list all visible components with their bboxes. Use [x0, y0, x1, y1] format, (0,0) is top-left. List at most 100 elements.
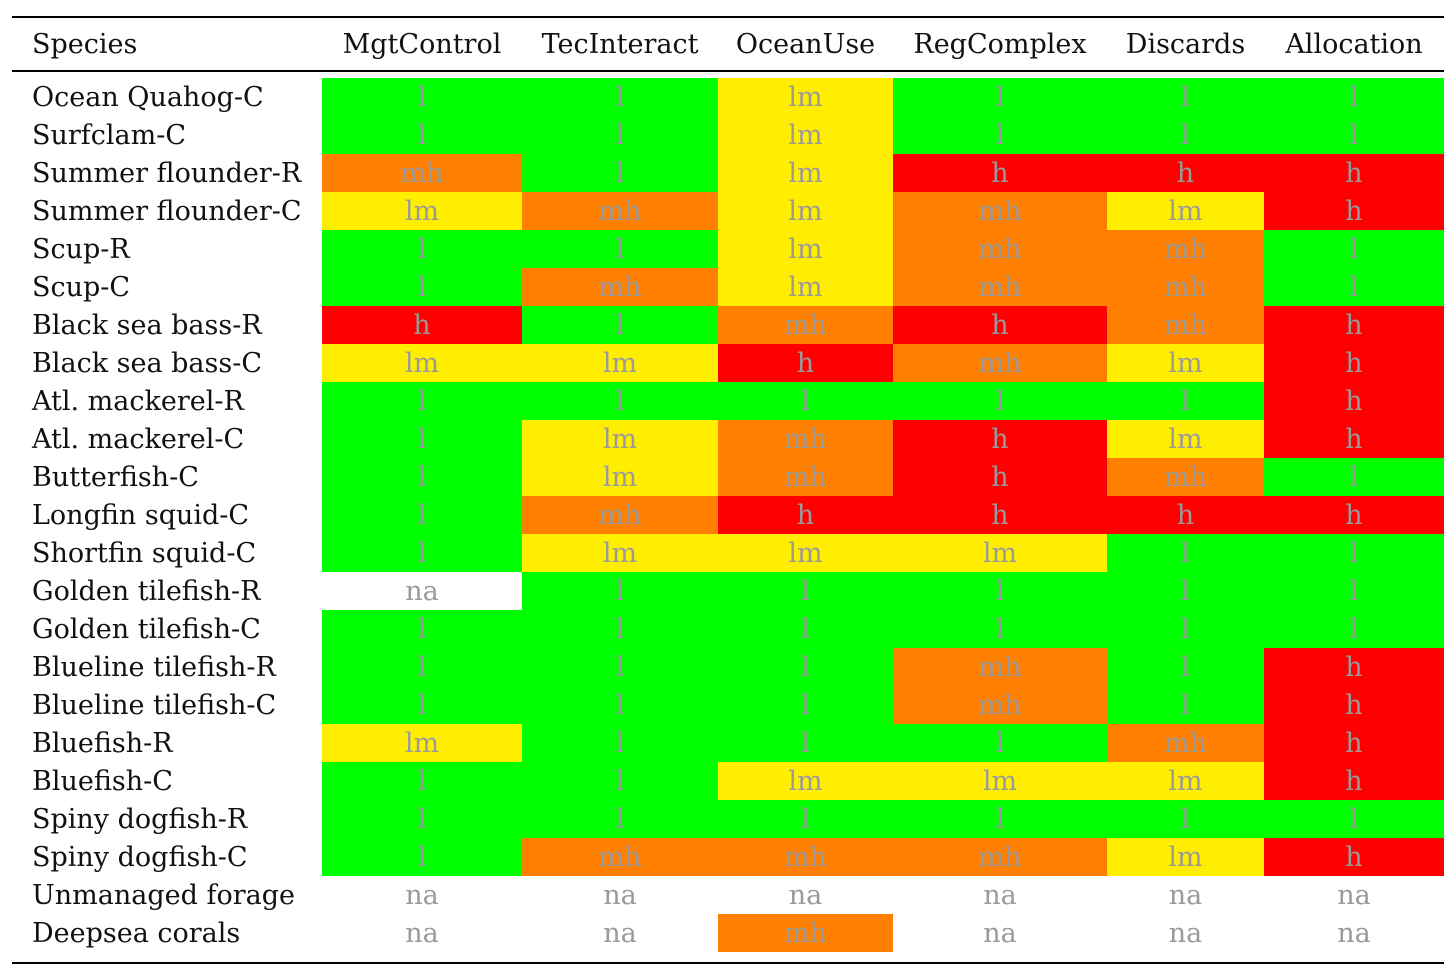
rating-cell-oceanuse: na [718, 876, 893, 914]
rating-cell-mgtcontrol: lm [322, 344, 522, 382]
species-cell: Summer flounder-C [12, 192, 322, 230]
species-cell: Bluefish-R [12, 724, 322, 762]
rating-cell-oceanuse: l [718, 610, 893, 648]
table-row: Scup-C l mh lm mh mh l [12, 268, 1444, 306]
rating-cell-discards: l [1107, 610, 1264, 648]
rating-cell-discards: l [1107, 78, 1264, 116]
table-row: Golden tilefish-C l l l l l l [12, 610, 1444, 648]
rating-cell-mgtcontrol: mh [322, 154, 522, 192]
rating-cell-regcomplex: lm [893, 762, 1107, 800]
rating-cell-allocation: l [1264, 458, 1444, 496]
rating-cell-regcomplex: mh [893, 838, 1107, 876]
rating-cell-regcomplex: mh [893, 686, 1107, 724]
rating-cell-discards: l [1107, 800, 1264, 838]
rating-cell-tecinteract: l [522, 230, 718, 268]
rating-cell-mgtcontrol: h [322, 306, 522, 344]
table-row: Summer flounder-R mh l lm h h h [12, 154, 1444, 192]
table-body: Ocean Quahog-C l l lm l l l Surfclam-C l l lm l l l Su… [12, 68, 1444, 952]
table-row: Bluefish-C l l lm lm lm h [12, 762, 1444, 800]
table-row: Summer flounder-C lm mh lm mh lm h [12, 192, 1444, 230]
species-cell: Blueline tilefish-R [12, 648, 322, 686]
table-row: Atl. mackerel-R l l l l l h [12, 382, 1444, 420]
rating-cell-mgtcontrol: l [322, 458, 522, 496]
table-row: Golden tilefish-R na l l l l l [12, 572, 1444, 610]
rating-cell-regcomplex: mh [893, 192, 1107, 230]
rating-cell-mgtcontrol: l [322, 268, 522, 306]
rating-cell-oceanuse: l [718, 572, 893, 610]
rating-cell-discards: lm [1107, 344, 1264, 382]
rating-cell-discards: l [1107, 572, 1264, 610]
rating-cell-discards: mh [1107, 268, 1264, 306]
rating-cell-discards: l [1107, 534, 1264, 572]
rating-cell-oceanuse: lm [718, 534, 893, 572]
rating-cell-oceanuse: lm [718, 116, 893, 154]
rating-cell-regcomplex: l [893, 724, 1107, 762]
column-header-oceanuse: OceanUse [735, 28, 876, 60]
rating-cell-allocation: h [1264, 306, 1444, 344]
rating-cell-mgtcontrol: l [322, 686, 522, 724]
rating-cell-mgtcontrol: l [322, 420, 522, 458]
rating-cell-oceanuse: lm [718, 154, 893, 192]
table-row: Butterfish-C l lm mh h mh l [12, 458, 1444, 496]
species-cell: Ocean Quahog-C [12, 78, 322, 116]
rating-cell-tecinteract: mh [522, 192, 718, 230]
table-row: Black sea bass-R h l mh h mh h [12, 306, 1444, 344]
rating-cell-tecinteract: l [522, 610, 718, 648]
table-header: Species MgtControl TecInteract OceanUse … [12, 20, 1444, 68]
rating-cell-regcomplex: l [893, 800, 1107, 838]
rating-cell-oceanuse: mh [718, 458, 893, 496]
rating-cell-discards: h [1107, 154, 1264, 192]
rating-cell-oceanuse: lm [718, 192, 893, 230]
column-header-regcomplex: RegComplex [913, 28, 1087, 60]
rating-cell-mgtcontrol: l [322, 762, 522, 800]
rating-cell-oceanuse: lm [718, 78, 893, 116]
rating-cell-mgtcontrol: l [322, 838, 522, 876]
table-header-rule [12, 70, 1444, 72]
rating-cell-tecinteract: lm [522, 420, 718, 458]
rating-cell-oceanuse: l [718, 800, 893, 838]
rating-cell-tecinteract: lm [522, 344, 718, 382]
rating-cell-regcomplex: h [893, 154, 1107, 192]
rating-cell-regcomplex: h [893, 458, 1107, 496]
rating-cell-mgtcontrol: l [322, 534, 522, 572]
rating-cell-mgtcontrol: l [322, 800, 522, 838]
rating-cell-tecinteract: l [522, 116, 718, 154]
rating-cell-regcomplex: l [893, 572, 1107, 610]
species-cell: Golden tilefish-C [12, 610, 322, 648]
rating-cell-regcomplex: l [893, 382, 1107, 420]
rating-cell-tecinteract: lm [522, 534, 718, 572]
table-row: Shortfin squid-C l lm lm lm l l [12, 534, 1444, 572]
rating-cell-regcomplex: h [893, 496, 1107, 534]
rating-cell-discards: lm [1107, 192, 1264, 230]
rating-cell-discards: mh [1107, 230, 1264, 268]
rating-cell-mgtcontrol: l [322, 116, 522, 154]
species-cell: Unmanaged forage [12, 876, 322, 914]
rating-cell-oceanuse: lm [718, 268, 893, 306]
rating-cell-allocation: na [1264, 876, 1444, 914]
rating-cell-oceanuse: mh [718, 838, 893, 876]
rating-cell-tecinteract: l [522, 686, 718, 724]
rating-cell-discards: l [1107, 116, 1264, 154]
rating-cell-regcomplex: mh [893, 230, 1107, 268]
table-row: Blueline tilefish-R l l l mh l h [12, 648, 1444, 686]
species-cell: Shortfin squid-C [12, 534, 322, 572]
column-header-tecinteract: TecInteract [541, 28, 699, 60]
rating-cell-discards: mh [1107, 306, 1264, 344]
rating-cell-oceanuse: h [718, 344, 893, 382]
rating-cell-mgtcontrol: lm [322, 192, 522, 230]
header-row: Species MgtControl TecInteract OceanUse … [12, 20, 1444, 68]
rating-cell-mgtcontrol: l [322, 382, 522, 420]
rating-cell-mgtcontrol: na [322, 572, 522, 610]
species-cell: Spiny dogfish-C [12, 838, 322, 876]
species-cell: Atl. mackerel-R [12, 382, 322, 420]
rating-cell-oceanuse: mh [718, 306, 893, 344]
rating-cell-discards: mh [1107, 724, 1264, 762]
rating-cell-allocation: h [1264, 762, 1444, 800]
rating-cell-regcomplex: l [893, 78, 1107, 116]
column-header-allocation: Allocation [1285, 28, 1423, 60]
rating-cell-oceanuse: mh [718, 420, 893, 458]
species-cell: Black sea bass-R [12, 306, 322, 344]
species-cell: Surfclam-C [12, 116, 322, 154]
species-cell: Atl. mackerel-C [12, 420, 322, 458]
header-spacer [12, 68, 1444, 78]
